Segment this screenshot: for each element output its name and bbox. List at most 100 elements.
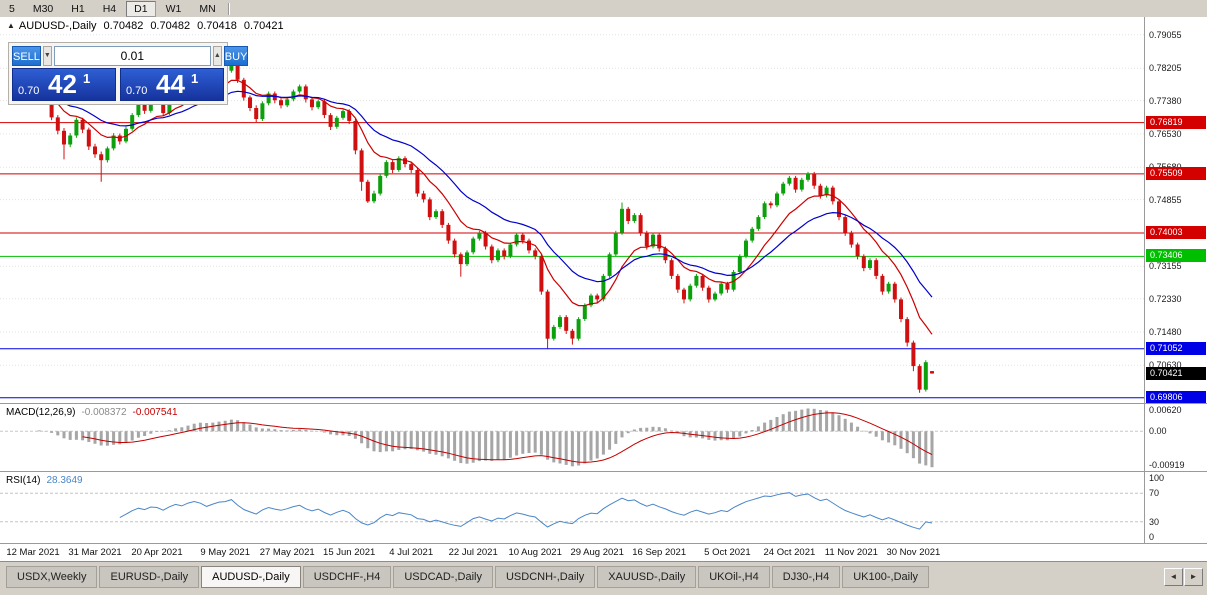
current-price-badge: 0.70421	[1146, 366, 1206, 380]
macd-scale-label: -0.00919	[1149, 460, 1185, 470]
price-tick-label: 0.70630	[1149, 360, 1182, 371]
chart-tab[interactable]: USDCAD-,Daily	[393, 566, 493, 588]
timeframe-button-5[interactable]: 5	[9, 2, 15, 15]
date-label: 15 Jun 2021	[323, 547, 376, 558]
chart-tab[interactable]: USDX,Weekly	[6, 566, 98, 588]
date-label: 12 Mar 2021	[6, 547, 60, 558]
chart-canvas[interactable]	[0, 17, 1145, 561]
timeframe-button-mn[interactable]: MN	[199, 2, 216, 15]
date-axis-divider	[0, 543, 1207, 544]
macd-name: MACD(12,26,9)	[6, 407, 76, 418]
date-label: 5 Oct 2021	[704, 547, 751, 558]
chart-tab[interactable]: UK100-,Daily	[842, 566, 930, 588]
scale-divider	[1144, 17, 1145, 544]
chart-tab[interactable]: AUDUSD-,Daily	[201, 566, 301, 588]
ohlc-close: 0.70421	[243, 20, 284, 32]
chart-title-bar: ▲ AUDUSD-,Daily 0.70482 0.70482 0.70418 0.704…	[7, 20, 284, 32]
date-label: 4 Jul 2021	[389, 547, 434, 558]
sell-price-pipette: 1	[83, 71, 91, 86]
date-axis[interactable]: 12 Mar 2021 31 Mar 2021 20 Apr 2021 9 May 2…	[0, 544, 1145, 561]
date-label: 27 May 2021	[259, 547, 315, 558]
price-tick-label: 0.74855	[1149, 194, 1182, 205]
one-click-toggle-icon[interactable]: ▲	[7, 21, 15, 30]
macd-value: -0.008372	[81, 407, 127, 418]
chart-tabs: USDX,Weekly EURUSD-,Daily AUDUSD-,Daily USD…	[6, 566, 930, 588]
rsi-label: RSI(14) 28.3649	[6, 475, 83, 486]
buy-price-head: 0.70	[126, 85, 148, 97]
timeframe-button-w1[interactable]: W1	[165, 2, 182, 15]
scroll-left-button[interactable]: ◄	[1164, 568, 1183, 586]
ohlc-open: 0.70482	[103, 20, 144, 32]
timeframe-button-h4[interactable]: H4	[102, 2, 117, 15]
timeframe-button-d1[interactable]: D1	[126, 0, 156, 17]
macd-label: MACD(12,26,9) -0.008372 -0.007541	[6, 407, 178, 418]
chart-window: ▲ AUDUSD-,Daily 0.70482 0.70482 0.70418 0.704…	[0, 17, 1207, 561]
date-label: 9 May 2021	[200, 547, 251, 558]
price-tick-label: 0.76530	[1149, 128, 1182, 139]
chart-symbol-label: AUDUSD-,Daily	[18, 20, 97, 32]
rsi-scale-label: 0	[1149, 532, 1155, 542]
chart-tab[interactable]: EURUSD-,Daily	[99, 566, 200, 588]
rsi-line	[119, 492, 933, 530]
price-tick-label: 0.78205	[1149, 63, 1182, 74]
ma-slow-line	[45, 90, 933, 298]
tab-scrollbar: ◄ ►	[1164, 568, 1203, 586]
price-tick-label: 0.71480	[1149, 327, 1182, 337]
toolbar-separator	[227, 2, 230, 15]
chart-tab[interactable]: DJ30-,H4	[771, 566, 841, 588]
price-line-badge: 0.73406	[1146, 249, 1206, 263]
rsi-name: RSI(14)	[6, 475, 41, 486]
buy-button[interactable]: BUY	[223, 46, 249, 66]
buy-price-big: 44	[156, 69, 185, 99]
macd-scale-label: 0.00620	[1149, 405, 1182, 415]
ohlc-high: 0.70482	[150, 20, 191, 32]
timeframe-toolbar: 5 M30 H1 H4 D1 W1 MN	[0, 0, 1207, 18]
lot-decrease-button[interactable]: ▼	[42, 46, 52, 66]
timeframe-button-m30[interactable]: M30	[32, 2, 54, 15]
date-label: 31 Mar 2021	[68, 547, 122, 558]
date-label: 16 Sep 2021	[632, 547, 687, 558]
date-label: 30 Nov 2021	[886, 547, 941, 558]
chart-tab[interactable]: UKOil-,H4	[698, 566, 770, 588]
price-tick-label: 0.79055	[1149, 29, 1182, 40]
macd-signal-line	[82, 412, 933, 463]
chart-tabs-bar: USDX,Weekly EURUSD-,Daily AUDUSD-,Daily USD…	[0, 561, 1207, 595]
price-line-badge: 0.71052	[1146, 341, 1206, 355]
macd-signal-value: -0.007541	[132, 407, 178, 418]
chart-tab[interactable]: USDCNH-,Daily	[494, 566, 596, 588]
sell-price-big: 42	[48, 69, 77, 99]
price-line-badge: 0.69806	[1146, 390, 1206, 404]
chart-tab[interactable]: XAUUSD-,Daily	[597, 566, 697, 588]
one-click-trading-panel: SELL ▼ ▲ BUY 0.70 42 1 0.70 44 1	[8, 42, 249, 105]
ma-fast-line	[45, 79, 933, 335]
lot-increase-button[interactable]: ▲	[212, 46, 222, 66]
sell-price-head: 0.70	[18, 85, 40, 97]
buy-price-pipette: 1	[191, 71, 199, 86]
date-label: 11 Nov 2021	[824, 547, 878, 558]
hlines-layer	[0, 122, 1145, 399]
macd-scale-label: 0.00	[1149, 426, 1167, 437]
macd-pane-divider[interactable]	[0, 403, 1207, 404]
price-line-badge: 0.74003	[1146, 226, 1206, 239]
chart-tab[interactable]: USDCHF-,H4	[302, 566, 392, 588]
rsi-scale-label: 70	[1149, 488, 1160, 499]
date-label: 22 Jul 2021	[448, 547, 498, 558]
price-tick-label: 0.73155	[1149, 261, 1182, 272]
rsi-scale-label: 30	[1149, 516, 1160, 527]
scroll-right-button[interactable]: ►	[1184, 568, 1203, 586]
buy-price-display[interactable]: 0.70 44 1	[120, 68, 224, 101]
timeframe-button-h1[interactable]: H1	[71, 2, 85, 15]
rsi-value: 28.3649	[46, 475, 83, 486]
price-line-badge: 0.75509	[1146, 166, 1206, 180]
date-label: 24 Oct 2021	[763, 547, 816, 558]
sell-button[interactable]: SELL	[12, 46, 41, 66]
rsi-scale-label: 100	[1149, 473, 1165, 483]
date-label: 20 Apr 2021	[131, 547, 183, 558]
sell-price-display[interactable]: 0.70 42 1	[12, 68, 116, 101]
price-tick-label: 0.77380	[1149, 95, 1182, 106]
rsi-pane-divider[interactable]	[0, 471, 1207, 472]
lot-size-input[interactable]	[53, 46, 211, 66]
price-tick-label: 0.72330	[1149, 293, 1182, 304]
ohlc-low: 0.70418	[197, 20, 237, 32]
